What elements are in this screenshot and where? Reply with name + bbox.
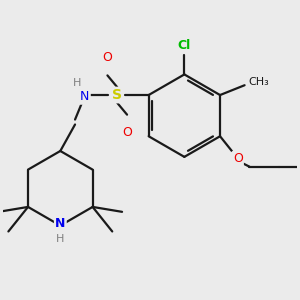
Text: CH₃: CH₃	[248, 77, 269, 87]
Text: N: N	[55, 217, 65, 230]
Text: O: O	[233, 152, 243, 165]
Text: O: O	[103, 51, 112, 64]
Text: S: S	[112, 88, 122, 102]
Text: H: H	[56, 234, 64, 244]
Text: Cl: Cl	[178, 40, 191, 52]
Text: O: O	[122, 126, 132, 139]
Text: H: H	[73, 78, 81, 88]
Text: N: N	[80, 91, 89, 103]
